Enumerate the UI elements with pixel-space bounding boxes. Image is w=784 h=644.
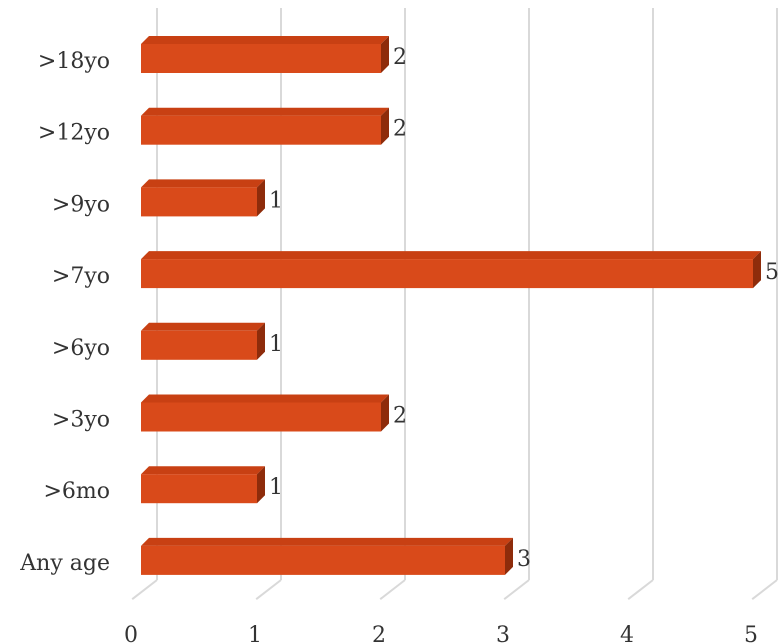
bar: 1: [141, 322, 283, 360]
bar: 2: [141, 394, 407, 432]
bar: 1: [141, 466, 283, 504]
x-axis-ticks: 0 1 2 3 4 5: [124, 623, 758, 644]
bar-side: [257, 466, 265, 504]
gridline-floor: [751, 579, 778, 600]
bar-front: [141, 545, 505, 575]
x-tick-label: 2: [372, 623, 386, 644]
category-label: >9yo: [52, 192, 110, 217]
bar-top: [141, 322, 265, 331]
data-label: 2: [393, 117, 407, 142]
x-tick-label: 3: [496, 623, 510, 644]
bar-side: [257, 322, 265, 360]
bar-side: [381, 36, 389, 73]
bar-front: [141, 330, 257, 360]
gridlines: [131, 8, 778, 600]
gridline-floor: [255, 579, 282, 600]
bar-front: [141, 402, 381, 432]
bar-top: [141, 36, 389, 44]
bar: 2: [141, 107, 407, 145]
category-label: Any age: [19, 551, 110, 576]
category-label: >7yo: [52, 264, 110, 289]
bar-front: [141, 187, 257, 217]
bars: 2 2 1 5 1 2 1 3: [141, 36, 779, 575]
gridline-floor: [131, 579, 158, 600]
bar: 5: [141, 251, 779, 289]
data-label: 2: [393, 404, 407, 429]
bar-side: [505, 537, 513, 575]
gridline-floor: [627, 579, 654, 600]
bar-side: [381, 394, 389, 432]
gridline-floor: [503, 579, 530, 600]
data-label: 2: [393, 45, 407, 70]
bar-front: [141, 115, 381, 145]
x-tick-label: 5: [744, 623, 758, 644]
category-label: >3yo: [52, 408, 110, 433]
category-label: >6mo: [43, 479, 110, 504]
bar-top: [141, 537, 513, 546]
gridline-floor: [379, 579, 406, 600]
category-label: >18yo: [38, 49, 110, 74]
bar-side: [381, 107, 389, 145]
category-label: >12yo: [38, 121, 110, 146]
bar-side: [753, 251, 761, 289]
category-label: >6yo: [52, 336, 110, 361]
bar-front: [141, 259, 753, 289]
data-label: 1: [269, 188, 283, 213]
x-tick-label: 1: [248, 623, 262, 644]
bar-top: [141, 466, 265, 475]
x-tick-label: 0: [124, 623, 138, 644]
bar: 3: [141, 537, 531, 575]
data-label: 1: [269, 475, 283, 500]
data-label: 3: [517, 547, 531, 572]
data-label: 5: [765, 260, 779, 285]
bar-top: [141, 394, 389, 403]
bar: 2: [141, 36, 407, 73]
bar-top: [141, 251, 761, 260]
bar-side: [257, 179, 265, 217]
bar-front: [141, 44, 381, 73]
bar-top: [141, 107, 389, 116]
bar: 1: [141, 179, 283, 217]
x-tick-label: 4: [620, 623, 634, 644]
data-label: 1: [269, 332, 283, 357]
bar-top: [141, 179, 265, 188]
bar-front: [141, 474, 257, 504]
category-labels: >18yo >12yo >9yo >7yo >6yo >3yo >6mo Any age: [19, 49, 110, 576]
